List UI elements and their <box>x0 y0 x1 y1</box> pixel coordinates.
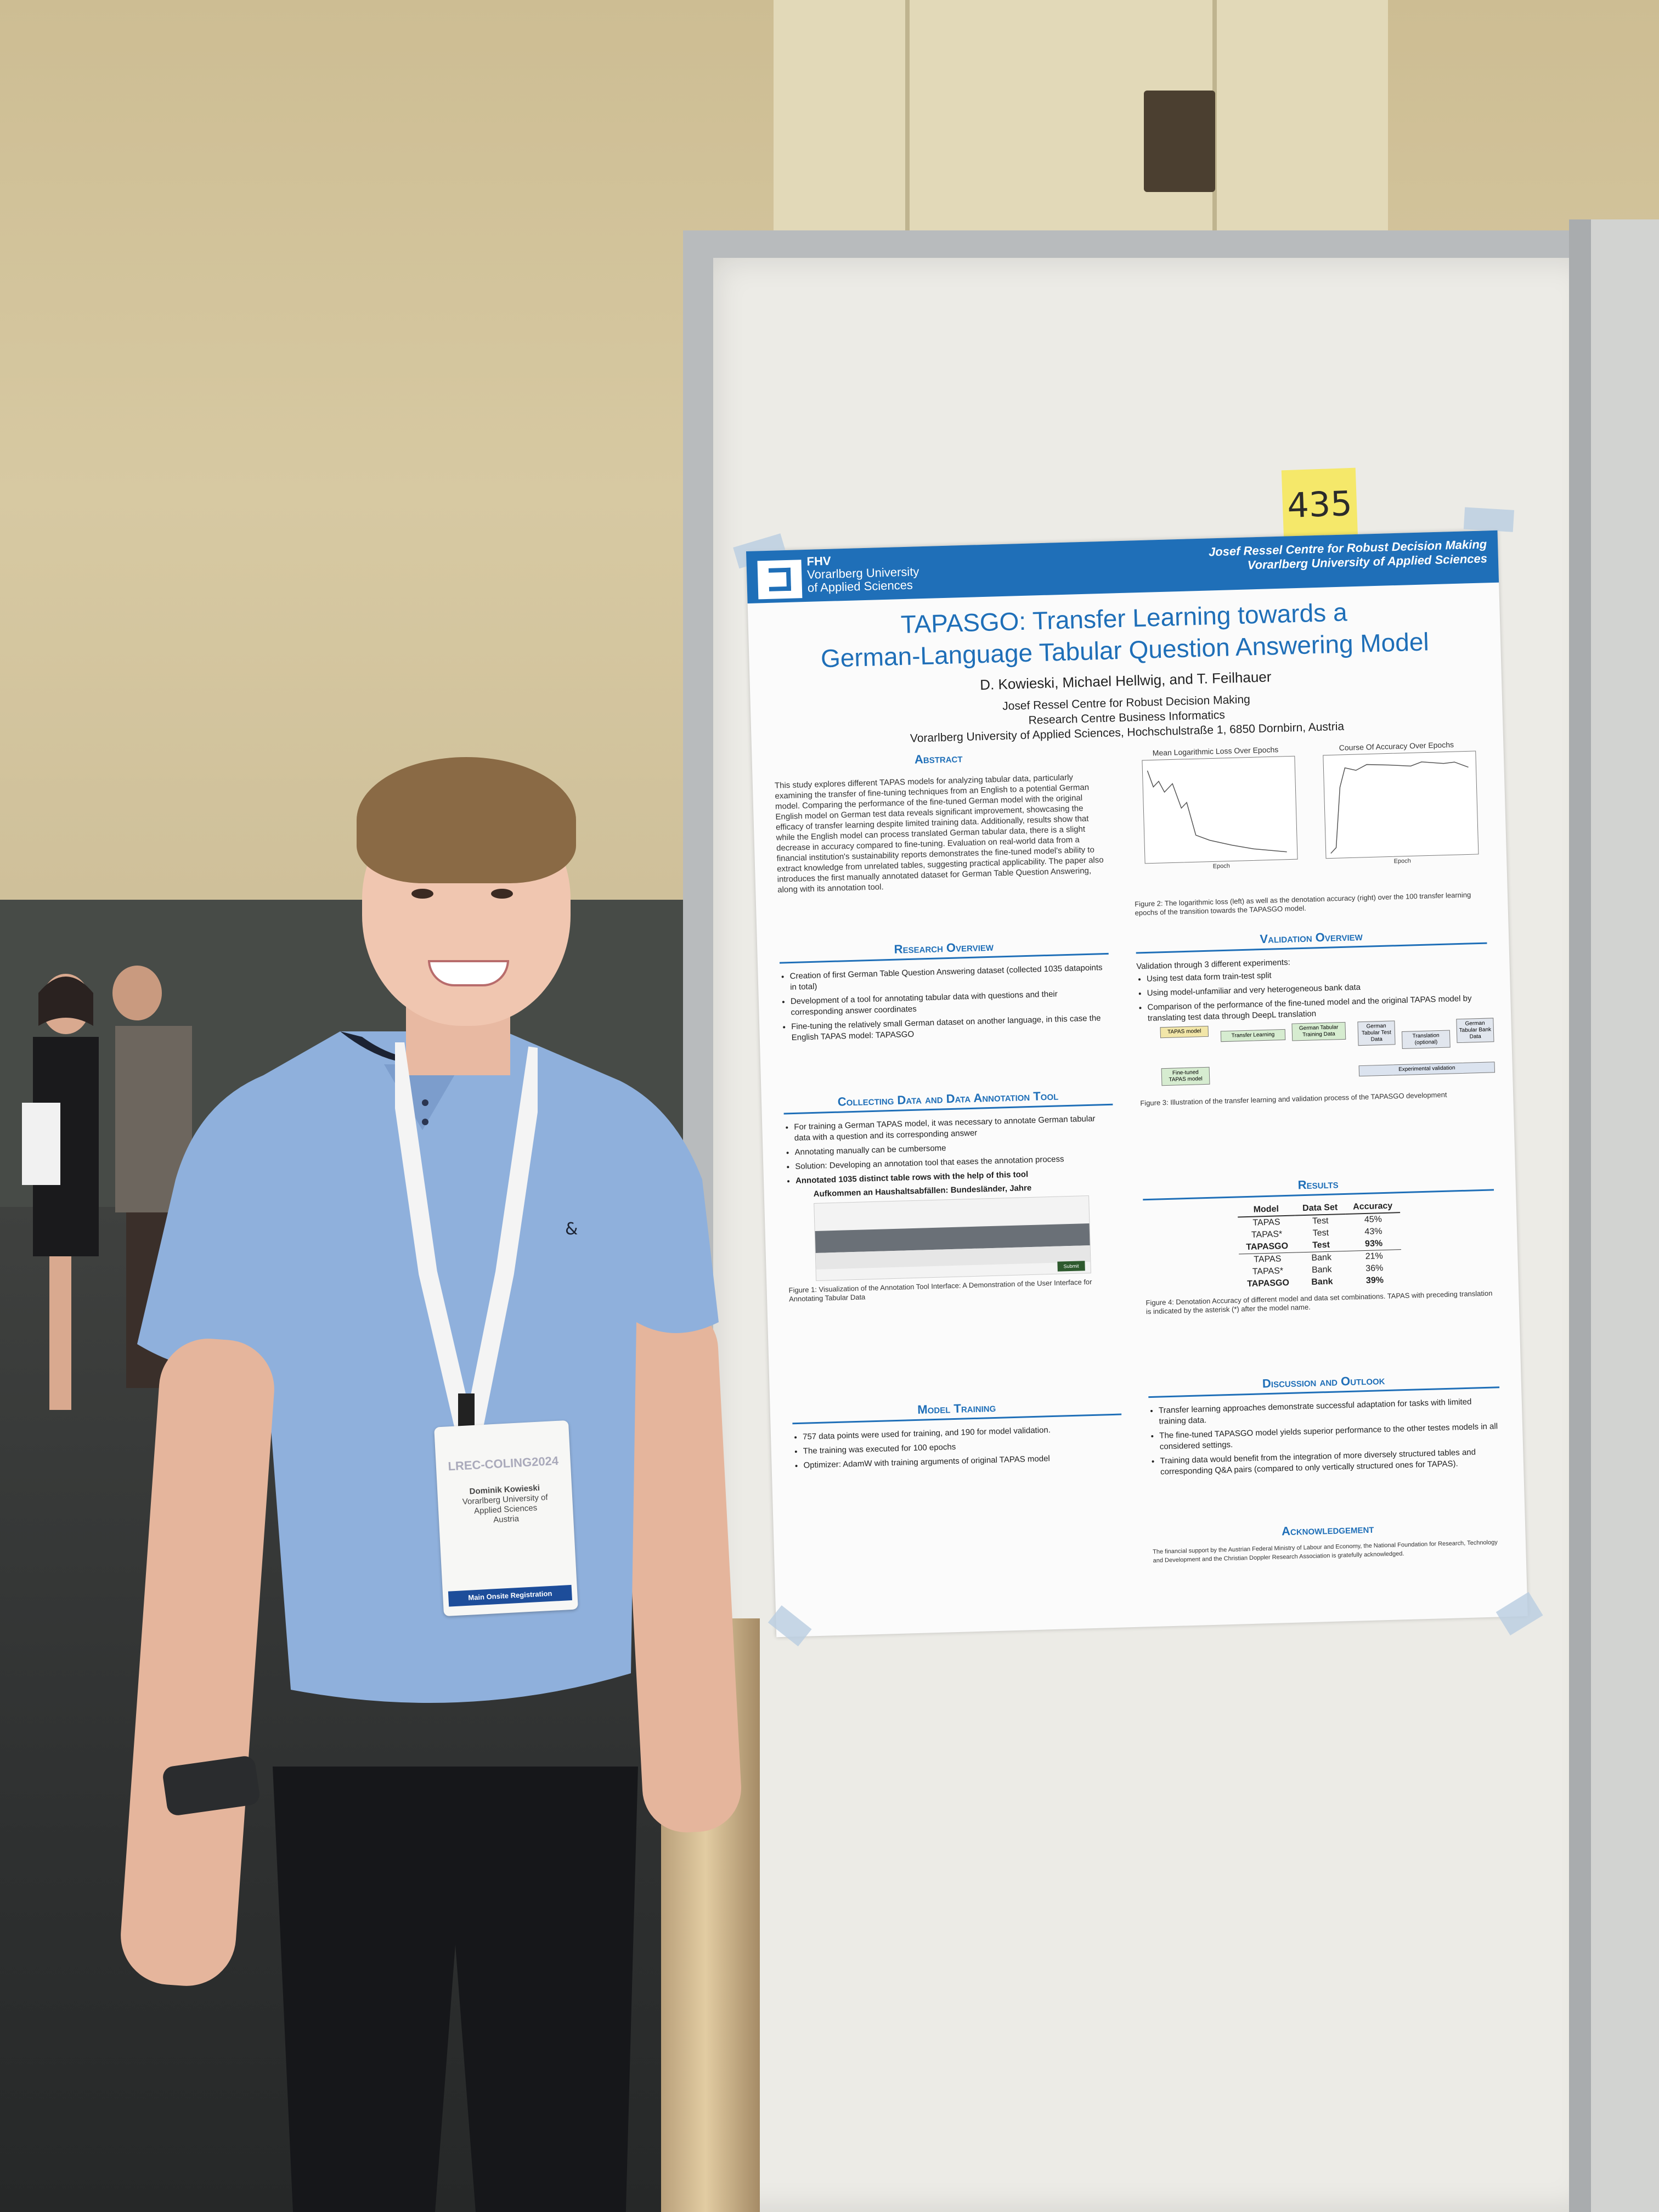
person-hair <box>357 757 576 883</box>
header-institution: FHV Vorarlberg University of Applied Sci… <box>806 552 919 595</box>
table-cell: 21% <box>1365 1251 1383 1261</box>
results-section: Results Model Data Set Accuracy TAPAS Tes… <box>1142 1172 1497 1316</box>
header-centre: Josef Ressel Centre for Robust Decision … <box>1209 537 1488 573</box>
research-overview-section: Research Overview Creation of first Germ… <box>779 936 1111 1047</box>
acknowledgement-section: Acknowledgement The financial support by… <box>1152 1518 1504 1565</box>
smile <box>428 960 509 986</box>
model-training-list: 757 data points were used for training, … <box>793 1423 1123 1472</box>
table-cell: TAPAS* <box>1251 1229 1283 1240</box>
figure-1-caption: Figure 1: Visualization of the Annotatio… <box>788 1277 1092 1304</box>
abstract-heading: Abstract <box>914 751 963 766</box>
svg-text:&: & <box>565 1220 578 1239</box>
figure-4-caption: Figure 4: Denotation Accuracy of differe… <box>1146 1289 1493 1316</box>
research-poster: FHV Vorarlberg University of Applied Sci… <box>733 507 1543 1646</box>
table-cell: TAPASGO <box>1246 1278 1290 1289</box>
results-heading: Results <box>1142 1172 1494 1201</box>
poster-title: TAPASGO: Transfer Learning towards a Ger… <box>748 592 1501 676</box>
diagram-node: German Tabular Training Data <box>1291 1022 1346 1041</box>
discussion-list: Transfer learning approaches demonstrate… <box>1149 1396 1502 1478</box>
table-cell: Test <box>1312 1228 1329 1238</box>
model-training-heading: Model Training <box>792 1397 1122 1425</box>
accuracy-chart <box>1323 751 1479 859</box>
badge-details: Dominik Kowieski Vorarlberg University o… <box>437 1482 573 1528</box>
table-cell: 36% <box>1365 1263 1384 1273</box>
column-header: Model <box>1237 1203 1295 1217</box>
wall-speaker <box>1144 91 1215 192</box>
pillar-seam <box>905 0 910 307</box>
background-people <box>22 966 192 1410</box>
model-training-section: Model Training 757 data points were used… <box>792 1397 1123 1475</box>
results-table: Model Data Set Accuracy TAPAS Test 45% TAP… <box>1237 1200 1402 1290</box>
badge-event: LREC-COLING2024 <box>447 1453 559 1474</box>
table-cell: 93% <box>1364 1239 1383 1249</box>
column-header: Accuracy <box>1345 1200 1401 1214</box>
diagram-node: TAPAS model <box>1160 1025 1209 1039</box>
discussion-heading: Discussion and Outlook <box>1148 1370 1500 1398</box>
research-overview-list: Creation of first German Table Question … <box>780 962 1110 1044</box>
loss-chart <box>1142 755 1298 864</box>
table-cell: Test <box>1312 1240 1330 1250</box>
table-cell: Bank <box>1311 1277 1333 1287</box>
poster-board-side <box>1591 219 1659 2212</box>
column-header: Data Set <box>1294 1201 1346 1216</box>
list-item: Fine-tuning the relatively small German … <box>791 1013 1111 1043</box>
header-left-line: of Applied Sciences <box>807 578 913 595</box>
table-cell: TAPAS <box>1254 1254 1282 1265</box>
diagram-node: Fine-tuned TAPAS model <box>1161 1066 1210 1086</box>
abstract-text: This study explores different TAPAS mode… <box>774 772 1104 895</box>
tape <box>1463 507 1515 532</box>
abstract-section: Abstract This study explores different T… <box>774 747 1107 895</box>
table-cell: 43% <box>1364 1227 1383 1237</box>
collecting-data-list: For training a German TAPAS model, it wa… <box>784 1113 1115 1187</box>
conference-badge: LREC-COLING2024 Dominik Kowieski Vorarlb… <box>434 1420 578 1617</box>
diagram-node: Translation (optional) <box>1401 1030 1451 1049</box>
research-overview-heading: Research Overview <box>779 936 1109 964</box>
validation-overview-section: Validation Overview Validation through 3… <box>1135 926 1496 1108</box>
badge-registration-type: Main Onsite Registration <box>448 1584 572 1607</box>
table-cell: TAPAS* <box>1252 1266 1284 1277</box>
table-cell: Bank <box>1311 1265 1332 1275</box>
eye <box>411 889 433 899</box>
table-cell: 45% <box>1364 1215 1383 1225</box>
eye <box>491 889 513 899</box>
figure-2-caption: Figure 2: The logarithmic loss (left) as… <box>1135 890 1471 917</box>
diagram-node: Experimental validation <box>1358 1062 1496 1077</box>
submit-button: Submit <box>1057 1261 1085 1272</box>
table-cell: TAPASGO <box>1246 1241 1289 1252</box>
collecting-data-section: Collecting Data and Data Annotation Tool… <box>783 1087 1118 1304</box>
diagram-node: German Tabular Test Data <box>1357 1020 1396 1046</box>
badge-lanyard <box>395 1042 538 1437</box>
validation-list: Using test data form train-test split Us… <box>1137 964 1489 1025</box>
table-cell: Test <box>1312 1216 1329 1226</box>
table-cell: 39% <box>1365 1276 1384 1285</box>
annotation-tool-screenshot: Submit <box>814 1195 1091 1281</box>
diagram-node: German Tabular Bank Data <box>1456 1018 1494 1043</box>
collecting-data-heading: Collecting Data and Data Annotation Tool <box>783 1087 1113 1115</box>
table-cell: TAPAS <box>1252 1217 1280 1228</box>
poster-board-pole <box>1569 219 1591 2212</box>
diagram-node: Transfer Learning <box>1220 1029 1286 1042</box>
table-cell: Bank <box>1311 1252 1332 1263</box>
transfer-learning-diagram: TAPAS model Transfer Learning German Tab… <box>1160 1018 1496 1099</box>
validation-overview-heading: Validation Overview <box>1135 926 1487 954</box>
board-number-sticky-note: 435 <box>1281 467 1358 542</box>
fhv-logo <box>757 560 803 600</box>
discussion-section: Discussion and Outlook Transfer learning… <box>1148 1370 1502 1481</box>
training-charts: Mean Logarithmic Loss Over Epochs Course… <box>1130 740 1485 892</box>
